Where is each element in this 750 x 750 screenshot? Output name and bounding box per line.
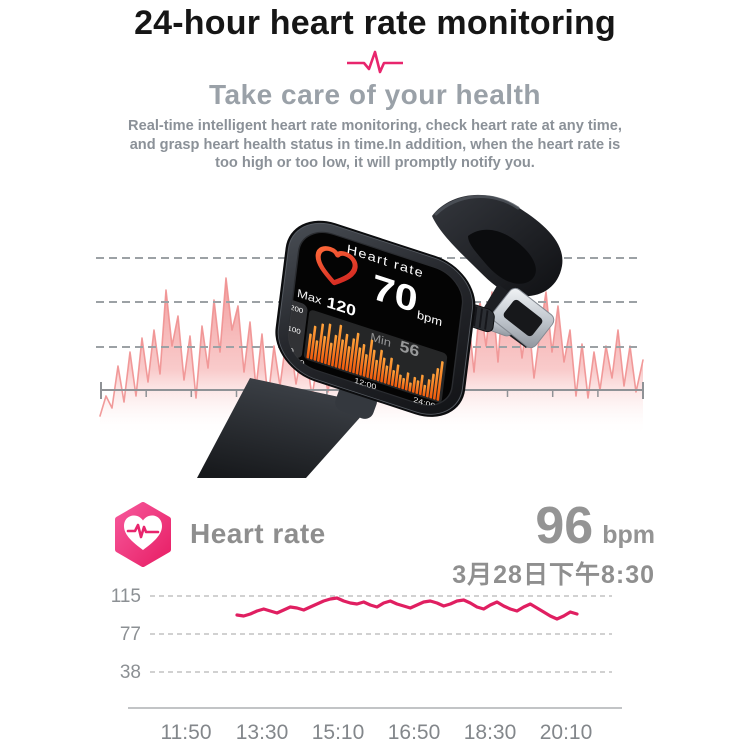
description-line: Real-time intelligent heart rate monitor… xyxy=(128,118,622,134)
watch-xtick: 12:00 xyxy=(354,375,377,391)
watch-head: Heart rate 70 bpm Max 120 Min 56 200 100… xyxy=(275,220,495,417)
watch-bar-chart xyxy=(306,323,444,401)
watch-screen-title: Heart rate xyxy=(346,242,425,281)
watch-bpm-value: 70 xyxy=(370,268,420,321)
daily-heart-rate-chart: 115 77 38 11:50 13:30 15:10 16:50 18:30 … xyxy=(111,586,622,744)
heart-rate-badge-icon xyxy=(115,502,171,567)
daily-xtick: 13:30 xyxy=(236,721,289,744)
smartwatch: Heart rate 70 bpm Max 120 Min 56 200 100… xyxy=(197,194,563,478)
page-title: 24-hour heart rate monitoring xyxy=(134,4,616,42)
current-reading: 96 bpm 3月28日下午8:30 xyxy=(452,500,655,591)
daily-xticks: 11:50 13:30 15:10 16:50 18:30 20:10 xyxy=(161,721,593,744)
watch-crown xyxy=(466,304,495,333)
watch-screen-content: Heart rate 70 bpm Max 120 Min 56 200 100… xyxy=(282,242,448,411)
heart-rate-line xyxy=(235,596,579,621)
daily-ytick: 38 xyxy=(120,662,141,683)
daily-xtick: 15:10 xyxy=(312,721,365,744)
watch-min-value: 56 xyxy=(399,337,421,360)
description-line: too high or too low, it will promptly no… xyxy=(215,155,535,172)
background-axis-ticks xyxy=(100,382,644,399)
watch-min-label: Min xyxy=(370,330,392,349)
watch-strap-lower xyxy=(197,378,372,478)
daily-ytick: 77 xyxy=(120,624,141,645)
watch-strap-upper-highlight xyxy=(434,195,520,216)
heart-rate-label: Heart rate xyxy=(190,518,326,549)
watch-chart-yaxis-panel xyxy=(285,300,308,358)
daily-gridlines xyxy=(150,595,612,673)
watch-max-label: Max xyxy=(296,287,323,308)
pulse-wave-line xyxy=(99,275,644,417)
watch-strap-upper-hole xyxy=(468,229,536,284)
watch-ytick: 100 xyxy=(287,324,301,336)
header: 24-hour heart rate monitoring Take care … xyxy=(0,0,750,173)
pulse-wave-fill xyxy=(100,276,643,436)
background-pulse-chart xyxy=(96,257,644,436)
measurement-datetime: 3月28日下午8:30 xyxy=(452,561,655,589)
watch-xtick: 24:00 xyxy=(413,395,436,411)
watch-strap-lug xyxy=(335,384,377,419)
bpm-value: 96 xyxy=(535,497,594,555)
ecg-in-heart xyxy=(126,523,160,539)
daily-xtick: 18:30 xyxy=(464,721,517,744)
subtitle: Take care of your health xyxy=(208,79,542,110)
watch-ytick: 200 xyxy=(290,303,304,315)
buckle-frame xyxy=(491,287,555,349)
buckle-prong xyxy=(449,304,514,337)
daily-ytick: 115 xyxy=(111,586,141,607)
buckle-frame-hole xyxy=(503,299,543,337)
heart-icon xyxy=(315,246,358,286)
watch-chart-panel xyxy=(303,310,448,403)
daily-xtick: 11:50 xyxy=(161,721,212,744)
description-line: and grasp heart health status in time.In… xyxy=(129,136,621,153)
watch-bpm-unit: bpm xyxy=(416,308,443,329)
watch-strap-tail xyxy=(480,284,544,348)
ecg-pulse-icon xyxy=(347,50,403,74)
watch-strap-upper xyxy=(432,194,563,297)
daily-xtick: 20:10 xyxy=(540,721,593,744)
watch-screen xyxy=(287,231,464,406)
description: Real-time intelligent heart rate monitor… xyxy=(0,117,750,173)
watch-ytick: 0 xyxy=(289,346,294,356)
bpm-unit: bpm xyxy=(602,521,655,549)
watch-xtick: 00:00 xyxy=(282,352,305,368)
watch-max-value: 120 xyxy=(326,293,357,320)
daily-xtick: 16:50 xyxy=(388,721,441,744)
background-gridlines xyxy=(96,257,642,348)
